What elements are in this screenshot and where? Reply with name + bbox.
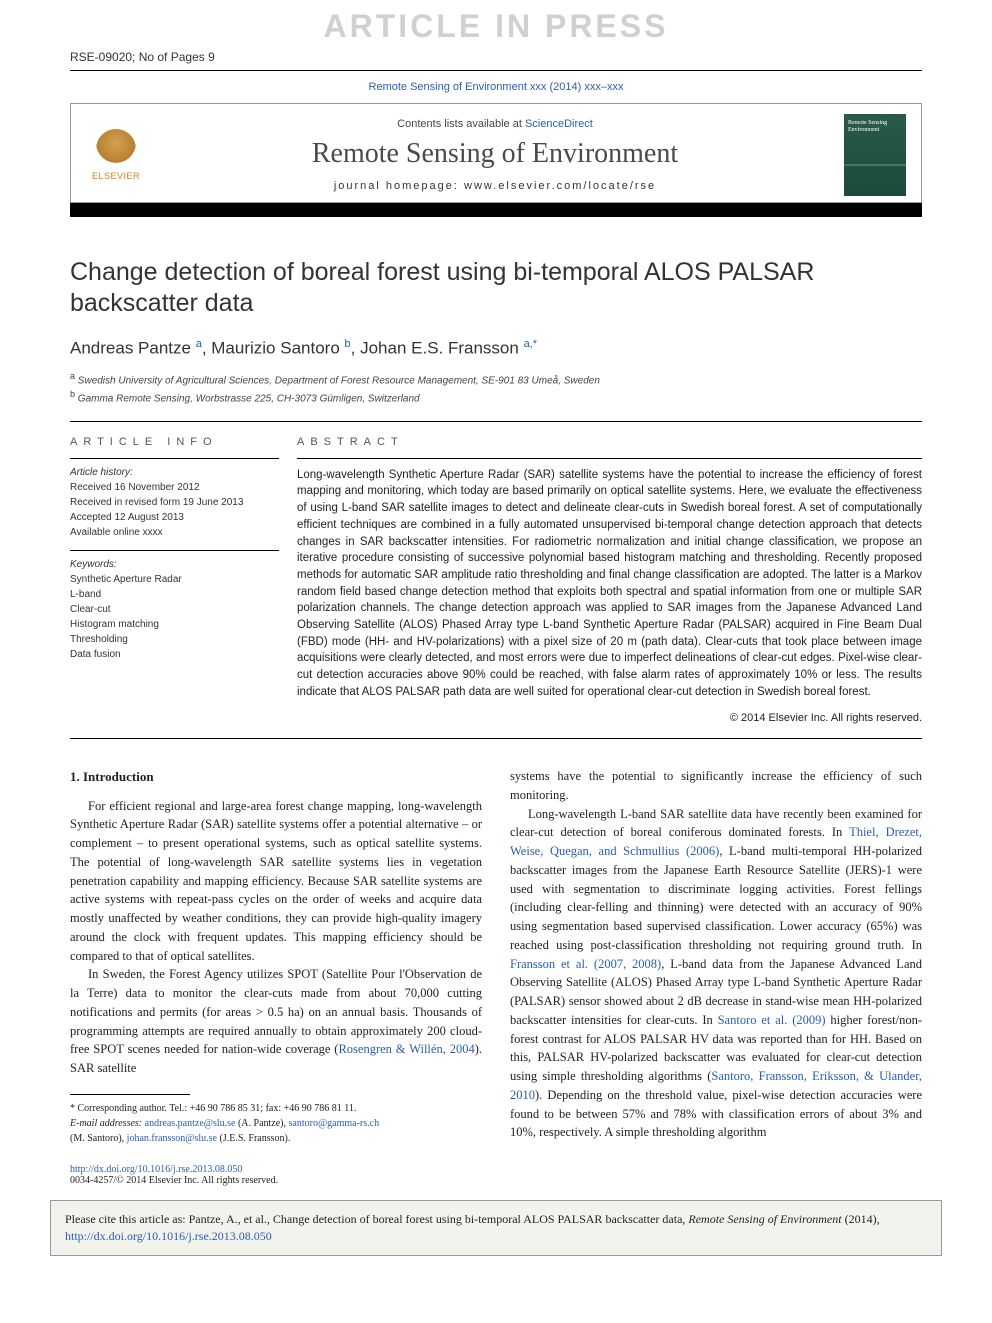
author-3-aff: a,	[524, 338, 533, 350]
keyword: L-band	[70, 587, 279, 602]
text-run: ). Depending on the threshold value, pix…	[510, 1088, 922, 1140]
keyword: Synthetic Aperture Radar	[70, 572, 279, 587]
body-paragraph: Long-wavelength L-band SAR satellite dat…	[510, 805, 922, 1143]
keywords-label: Keywords:	[70, 557, 279, 572]
emails-label: E-mail addresses:	[70, 1118, 142, 1129]
journal-ref-line: Remote Sensing of Environment xxx (2014)…	[0, 71, 992, 103]
sciencedirect-link[interactable]: ScienceDirect	[525, 118, 593, 130]
rule-below-abstract	[70, 738, 922, 739]
cite-prefix: Please cite this article as: Pantze, A.,…	[65, 1212, 688, 1226]
black-bar	[70, 203, 922, 217]
doi-block: http://dx.doi.org/10.1016/j.rse.2013.08.…	[70, 1164, 922, 1186]
watermark-banner: ARTICLE IN PRESS	[0, 0, 992, 45]
citation-link[interactable]: Santoro et al. (2009)	[718, 1013, 826, 1027]
cite-doi-link[interactable]: http://dx.doi.org/10.1016/j.rse.2013.08.…	[65, 1229, 272, 1243]
history-received: Received 16 November 2012	[70, 480, 279, 495]
contents-lists-line: Contents lists available at ScienceDirec…	[146, 118, 844, 130]
info-abstract-row: article info Article history: Received 1…	[70, 422, 922, 724]
corresponding-author-note: * Corresponding author. Tel.: +46 90 786…	[70, 1101, 482, 1116]
journal-cover-thumbnail: Remote Sensing Environment	[844, 114, 906, 196]
journal-homepage: journal homepage: www.elsevier.com/locat…	[146, 180, 844, 192]
author-1: Andreas Pantze	[70, 338, 196, 357]
text-run: , L-band multi-temporal HH-polarized bac…	[510, 844, 922, 952]
corr-text: Corresponding author. Tel.: +46 90 786 8…	[78, 1103, 357, 1114]
abstract-text: Long-wavelength Synthetic Aperture Radar…	[297, 458, 922, 700]
footnotes: * Corresponding author. Tel.: +46 90 786…	[70, 1101, 482, 1146]
email-addresses-cont: (M. Santoro), johan.fransson@slu.se (J.E…	[70, 1131, 482, 1146]
history-revised: Received in revised form 19 June 2013	[70, 495, 279, 510]
authors-line: Andreas Pantze a, Maurizio Santoro b, Jo…	[70, 338, 922, 359]
author-2: , Maurizio Santoro	[202, 338, 345, 357]
article-info-heading: article info	[70, 436, 279, 448]
keyword: Clear-cut	[70, 602, 279, 617]
elsevier-label: ELSEVIER	[92, 171, 140, 181]
keyword: Thresholding	[70, 632, 279, 647]
corresponding-star-icon: *	[533, 338, 537, 350]
abstract-heading: abstract	[297, 436, 922, 448]
citation-box: Please cite this article as: Pantze, A.,…	[50, 1200, 942, 1256]
body-two-column: 1. Introduction For efficient regional a…	[70, 767, 922, 1146]
body-left-column: 1. Introduction For efficient regional a…	[70, 767, 482, 1146]
email-who: (J.E.S. Fransson).	[217, 1133, 290, 1144]
history-online: Available online xxxx	[70, 525, 279, 540]
footnote-rule	[70, 1094, 190, 1095]
cite-year: (2014),	[842, 1212, 880, 1226]
affiliations: a Swedish University of Agricultural Sci…	[70, 370, 922, 407]
body-paragraph: In Sweden, the Forest Agency utilizes SP…	[70, 965, 482, 1078]
journal-name: Remote Sensing of Environment	[146, 138, 844, 170]
history-label: Article history:	[70, 465, 279, 480]
keyword: Data fusion	[70, 647, 279, 662]
page: ARTICLE IN PRESS RSE-09020; No of Pages …	[0, 0, 992, 1323]
contents-prefix: Contents lists available at	[397, 118, 525, 130]
article-title: Change detection of boreal forest using …	[70, 257, 922, 320]
affiliation-b: b Gamma Remote Sensing, Worbstrasse 225,…	[70, 388, 922, 406]
history-accepted: Accepted 12 August 2013	[70, 510, 279, 525]
abstract-column: abstract Long-wavelength Synthetic Apert…	[297, 422, 922, 724]
email-link[interactable]: santoro@gamma-rs.ch	[289, 1118, 380, 1129]
journal-ref-link[interactable]: Remote Sensing of Environment xxx (2014)…	[369, 81, 624, 93]
journal-cover-text: Remote Sensing Environment	[848, 120, 906, 133]
citation-link[interactable]: Rosengren & Willén, 2004	[338, 1042, 474, 1056]
keywords-block: Keywords: Synthetic Aperture Radar L-ban…	[70, 550, 279, 662]
cite-journal: Remote Sensing of Environment	[688, 1212, 841, 1226]
elsevier-tree-icon	[96, 129, 136, 169]
email-who: (M. Santoro),	[70, 1133, 127, 1144]
body-paragraph: systems have the potential to significan…	[510, 767, 922, 805]
body-paragraph: For efficient regional and large-area fo…	[70, 797, 482, 966]
header-center: Contents lists available at ScienceDirec…	[146, 118, 844, 192]
email-who: (A. Pantze),	[235, 1118, 288, 1129]
article-info-column: article info Article history: Received 1…	[70, 422, 297, 724]
keyword: Histogram matching	[70, 617, 279, 632]
author-3: , Johan E.S. Fransson	[351, 338, 524, 357]
journal-cover-stripe	[844, 164, 906, 166]
abstract-copyright: © 2014 Elsevier Inc. All rights reserved…	[297, 712, 922, 724]
citation-link[interactable]: Fransson et al. (2007, 2008)	[510, 957, 661, 971]
affiliation-a-text: Swedish University of Agricultural Scien…	[78, 375, 600, 386]
section-1-heading: 1. Introduction	[70, 767, 482, 787]
affiliation-a: a Swedish University of Agricultural Sci…	[70, 370, 922, 388]
article-history-block: Article history: Received 16 November 20…	[70, 458, 279, 540]
affiliation-b-text: Gamma Remote Sensing, Worbstrasse 225, C…	[78, 394, 420, 405]
elsevier-logo: ELSEVIER	[86, 120, 146, 190]
email-link[interactable]: andreas.pantze@slu.se	[145, 1118, 236, 1129]
email-link[interactable]: johan.fransson@slu.se	[127, 1133, 217, 1144]
body-right-column: systems have the potential to significan…	[510, 767, 922, 1146]
issn-copyright: 0034-4257/© 2014 Elsevier Inc. All right…	[70, 1175, 922, 1186]
email-addresses: E-mail addresses: andreas.pantze@slu.se …	[70, 1116, 482, 1131]
doi-link[interactable]: http://dx.doi.org/10.1016/j.rse.2013.08.…	[70, 1164, 242, 1175]
journal-header-box: ELSEVIER Contents lists available at Sci…	[70, 103, 922, 203]
